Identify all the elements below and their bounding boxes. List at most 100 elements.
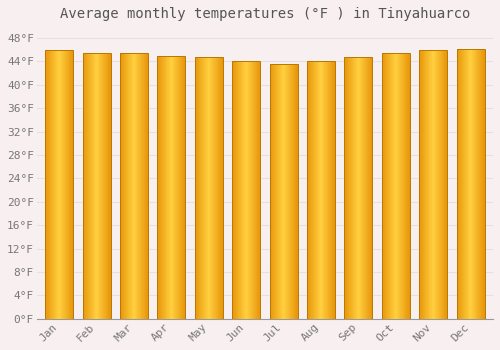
Bar bbox=[182, 56, 183, 319]
Bar bbox=[461, 49, 462, 319]
Bar bbox=[60, 50, 61, 319]
Bar bbox=[361, 57, 362, 319]
Bar bbox=[174, 56, 176, 319]
Bar bbox=[288, 64, 289, 319]
Bar bbox=[482, 49, 483, 319]
Bar bbox=[62, 50, 63, 319]
Bar bbox=[308, 61, 309, 319]
Bar bbox=[94, 52, 95, 319]
Bar bbox=[257, 61, 258, 319]
Bar bbox=[88, 52, 90, 319]
Bar bbox=[47, 50, 48, 319]
Bar bbox=[146, 52, 147, 319]
Bar bbox=[106, 52, 107, 319]
Bar bbox=[85, 52, 86, 319]
Bar bbox=[135, 52, 136, 319]
Bar bbox=[183, 56, 184, 319]
Bar bbox=[310, 61, 311, 319]
Bar bbox=[87, 52, 88, 319]
Bar bbox=[405, 52, 406, 319]
Bar bbox=[207, 57, 208, 319]
Bar bbox=[209, 57, 210, 319]
Bar bbox=[130, 52, 131, 319]
Bar bbox=[458, 49, 459, 319]
Bar bbox=[235, 61, 236, 319]
Bar bbox=[354, 57, 355, 319]
Bar bbox=[128, 52, 129, 319]
Bar bbox=[432, 50, 433, 319]
Bar bbox=[472, 49, 473, 319]
Bar bbox=[180, 56, 181, 319]
Bar bbox=[431, 50, 432, 319]
Bar bbox=[275, 64, 276, 319]
Bar bbox=[370, 57, 372, 319]
Bar bbox=[259, 61, 260, 319]
Bar bbox=[294, 64, 295, 319]
Bar bbox=[139, 52, 140, 319]
Bar bbox=[126, 52, 127, 319]
Bar bbox=[364, 57, 365, 319]
Bar bbox=[464, 49, 465, 319]
Bar bbox=[467, 49, 468, 319]
Bar bbox=[240, 61, 241, 319]
Bar bbox=[54, 50, 55, 319]
Bar bbox=[178, 56, 179, 319]
Bar bbox=[437, 50, 438, 319]
Bar bbox=[82, 52, 110, 319]
Bar bbox=[123, 52, 124, 319]
Bar bbox=[254, 61, 255, 319]
Bar bbox=[292, 64, 293, 319]
Bar bbox=[61, 50, 62, 319]
Bar bbox=[439, 50, 440, 319]
Bar bbox=[239, 61, 240, 319]
Bar bbox=[397, 52, 398, 319]
Bar bbox=[250, 61, 251, 319]
Bar bbox=[278, 64, 279, 319]
Bar bbox=[52, 50, 53, 319]
Bar bbox=[297, 64, 298, 319]
Bar bbox=[67, 50, 68, 319]
Bar bbox=[197, 57, 198, 319]
Bar bbox=[326, 61, 327, 319]
Bar bbox=[168, 56, 169, 319]
Bar bbox=[434, 50, 435, 319]
Bar bbox=[311, 61, 312, 319]
Bar bbox=[246, 61, 248, 319]
Bar bbox=[97, 52, 98, 319]
Bar bbox=[325, 61, 326, 319]
Bar bbox=[318, 61, 319, 319]
Bar bbox=[276, 64, 277, 319]
Bar bbox=[327, 61, 328, 319]
Bar bbox=[283, 64, 284, 319]
Bar bbox=[428, 50, 430, 319]
Bar bbox=[83, 52, 84, 319]
Bar bbox=[368, 57, 369, 319]
Bar bbox=[46, 50, 47, 319]
Bar bbox=[65, 50, 66, 319]
Bar bbox=[369, 57, 370, 319]
Bar bbox=[331, 61, 332, 319]
Bar bbox=[352, 57, 353, 319]
Bar bbox=[86, 52, 87, 319]
Bar bbox=[68, 50, 70, 319]
Bar bbox=[469, 49, 470, 319]
Bar bbox=[358, 57, 359, 319]
Bar bbox=[470, 49, 471, 319]
Bar bbox=[317, 61, 318, 319]
Bar bbox=[386, 52, 387, 319]
Bar bbox=[444, 50, 445, 319]
Bar bbox=[430, 50, 431, 319]
Bar bbox=[347, 57, 348, 319]
Bar bbox=[396, 52, 397, 319]
Bar bbox=[137, 52, 138, 319]
Bar bbox=[328, 61, 329, 319]
Bar bbox=[480, 49, 482, 319]
Bar bbox=[132, 52, 133, 319]
Bar bbox=[362, 57, 363, 319]
Bar bbox=[218, 57, 219, 319]
Bar bbox=[315, 61, 316, 319]
Bar bbox=[438, 50, 439, 319]
Bar bbox=[251, 61, 252, 319]
Bar bbox=[363, 57, 364, 319]
Bar bbox=[138, 52, 139, 319]
